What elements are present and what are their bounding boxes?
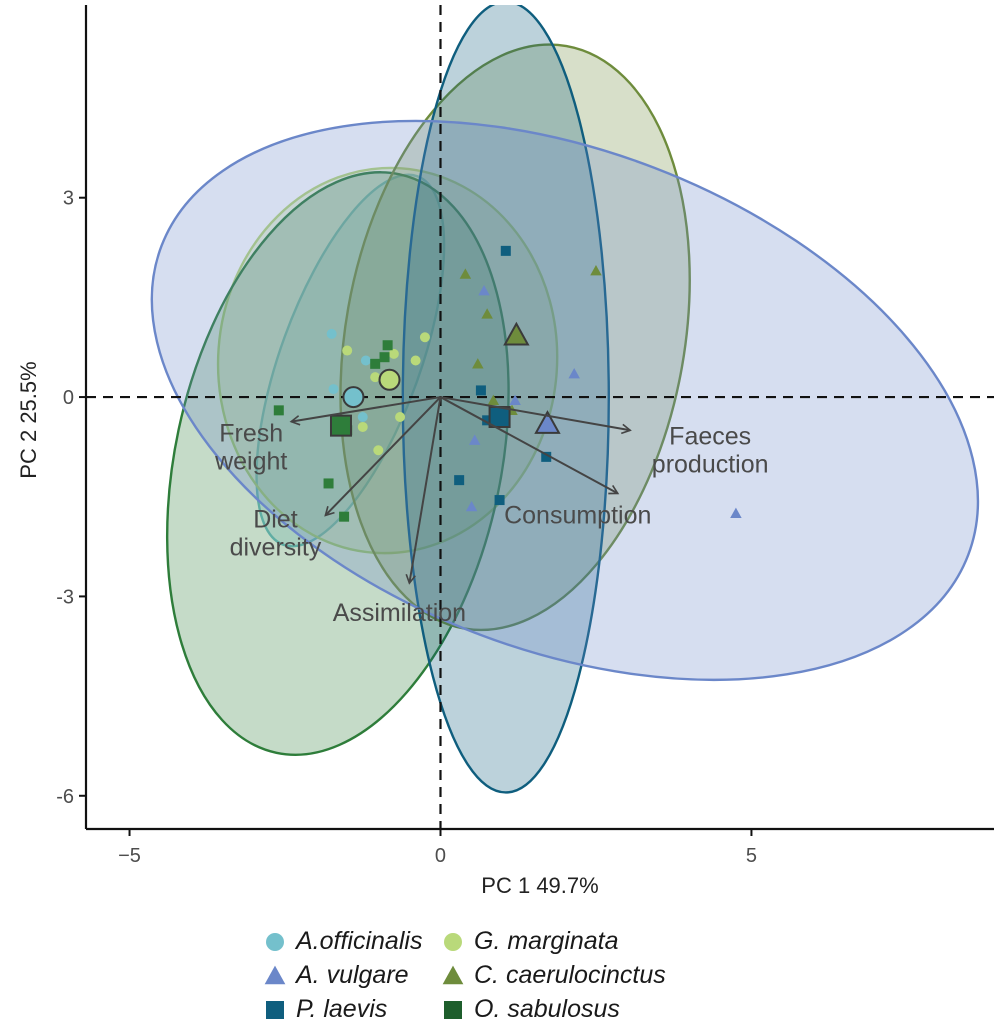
point-g-marginata — [373, 445, 384, 456]
legend-triangle-icon — [442, 965, 464, 985]
point-o-sabulosus — [273, 405, 284, 416]
loading-arrow-fresh-weight — [289, 396, 441, 426]
point-c-caerulocinctus — [590, 265, 602, 276]
y-tick-label: 0 — [63, 387, 74, 409]
legend-item-o-sabulosus: O. sabulosus — [440, 992, 620, 1026]
legend-key-a-officinalis — [266, 933, 284, 951]
legend-key-c-caerulocinctus — [442, 965, 464, 985]
legend-square-icon — [444, 1001, 462, 1019]
point-a-vulgare — [730, 507, 742, 518]
pca-biplot: Fresh weight Diet diversity Assimilation Cons… — [16, 5, 994, 898]
point-o-sabulosus — [370, 358, 381, 369]
point-p-laevis — [500, 245, 511, 256]
point-a-vulgare — [568, 368, 580, 379]
point-g-marginata — [395, 412, 406, 422]
legend-item-a-vulgare: A. vulgare — [262, 958, 409, 992]
point-g-marginata — [357, 421, 368, 432]
legend-label: A. vulgare — [296, 960, 409, 989]
loading-label-consumption: Consumption — [504, 501, 651, 529]
loading-label-fresh-weight: Fresh weight — [214, 420, 287, 476]
x-tick-label: −5 — [118, 845, 141, 867]
legend-key-a-vulgare — [264, 965, 286, 985]
point-a-officinalis — [360, 355, 371, 366]
point-p-laevis — [482, 415, 493, 426]
point-p-laevis — [541, 451, 552, 462]
point-g-marginata — [370, 372, 381, 383]
point-a-vulgare — [509, 394, 521, 405]
point-o-sabulosus — [323, 478, 334, 489]
legend: A.officinalis G. marginata A. vulgare C. ca… — [262, 922, 822, 1029]
ellipse-a-vulgare — [150, 119, 980, 682]
point-c-caerulocinctus — [481, 308, 493, 319]
reference-lines — [86, 5, 994, 829]
ellipse-a-officinalis — [255, 173, 446, 548]
legend-label: O. sabulosus — [474, 994, 620, 1023]
y-tick-label: 3 — [63, 188, 74, 210]
point-c-caerulocinctus — [472, 358, 484, 369]
axes: −5 0 5 3 0 -3 -6 — [56, 5, 994, 867]
legend-circle-icon — [266, 933, 284, 951]
centroid-p-laevis — [488, 406, 511, 428]
data-points — [273, 245, 742, 522]
loading-arrow-faeces-production — [440, 396, 632, 435]
y-tick-label: -6 — [56, 786, 74, 808]
legend-item-p-laevis: P. laevis — [262, 992, 387, 1026]
point-c-caerulocinctus — [459, 268, 472, 279]
x-axis-title: PC 1 49.7% — [481, 873, 598, 898]
loading-label-diet-diversity: Diet diversity — [230, 505, 322, 561]
legend-label: P. laevis — [296, 994, 388, 1023]
legend-triangle-icon — [264, 965, 286, 985]
centroid-o-sabulosus — [329, 414, 352, 437]
legend-item-c-caerulocinctus: C. caerulocinctus — [440, 958, 666, 992]
loading-label-faeces-production: Faeces production — [652, 422, 769, 478]
legend-circle-icon — [444, 933, 462, 951]
centroid-g-marginata — [378, 368, 401, 391]
legend-key-p-laevis — [266, 1001, 284, 1019]
point-g-marginata — [388, 348, 399, 359]
point-p-laevis — [475, 385, 486, 396]
point-a-vulgare — [468, 434, 481, 445]
loading-arrow-consumption — [440, 396, 620, 495]
centroid-c-caerulocinctus — [503, 321, 530, 346]
point-p-laevis — [494, 495, 505, 506]
x-tick-label: 0 — [435, 845, 446, 867]
x-tick-label: 5 — [746, 845, 757, 867]
point-o-sabulosus — [382, 340, 393, 351]
legend-item-a-officinalis: A.officinalis — [262, 924, 422, 958]
point-a-vulgare — [465, 500, 478, 512]
point-a-officinalis — [357, 412, 368, 422]
legend-key-o-sabulosus — [444, 1001, 462, 1019]
loading-arrow-assimilation — [405, 396, 442, 585]
legend-item-g-marginata: G. marginata — [440, 924, 619, 958]
loading-arrows: Fresh weight Diet diversity Assimilation Cons… — [214, 396, 769, 627]
point-o-sabulosus — [379, 352, 390, 363]
y-tick-label: -3 — [56, 586, 74, 608]
point-g-marginata — [410, 355, 421, 366]
point-p-laevis — [454, 475, 465, 486]
point-c-caerulocinctus — [487, 394, 500, 405]
legend-label: G. marginata — [474, 926, 619, 955]
legend-square-icon — [266, 1001, 284, 1019]
centroid-a-vulgare — [534, 410, 561, 434]
ellipse-p-laevis — [401, 5, 610, 794]
point-g-marginata — [419, 332, 430, 343]
loading-label-assimilation: Assimilation — [333, 599, 466, 627]
legend-label: A.officinalis — [296, 926, 423, 955]
point-g-marginata — [342, 345, 353, 356]
centroid-a-officinalis — [342, 386, 365, 409]
y-axis-title: PC 2 25.5% — [16, 361, 41, 478]
point-o-sabulosus — [339, 511, 350, 522]
legend-label: C. caerulocinctus — [474, 960, 666, 989]
loading-arrow-diet-diversity — [324, 396, 442, 517]
legend-key-g-marginata — [444, 933, 462, 951]
point-a-vulgare — [478, 284, 490, 296]
point-a-officinalis — [326, 328, 337, 339]
point-a-officinalis — [328, 384, 339, 395]
